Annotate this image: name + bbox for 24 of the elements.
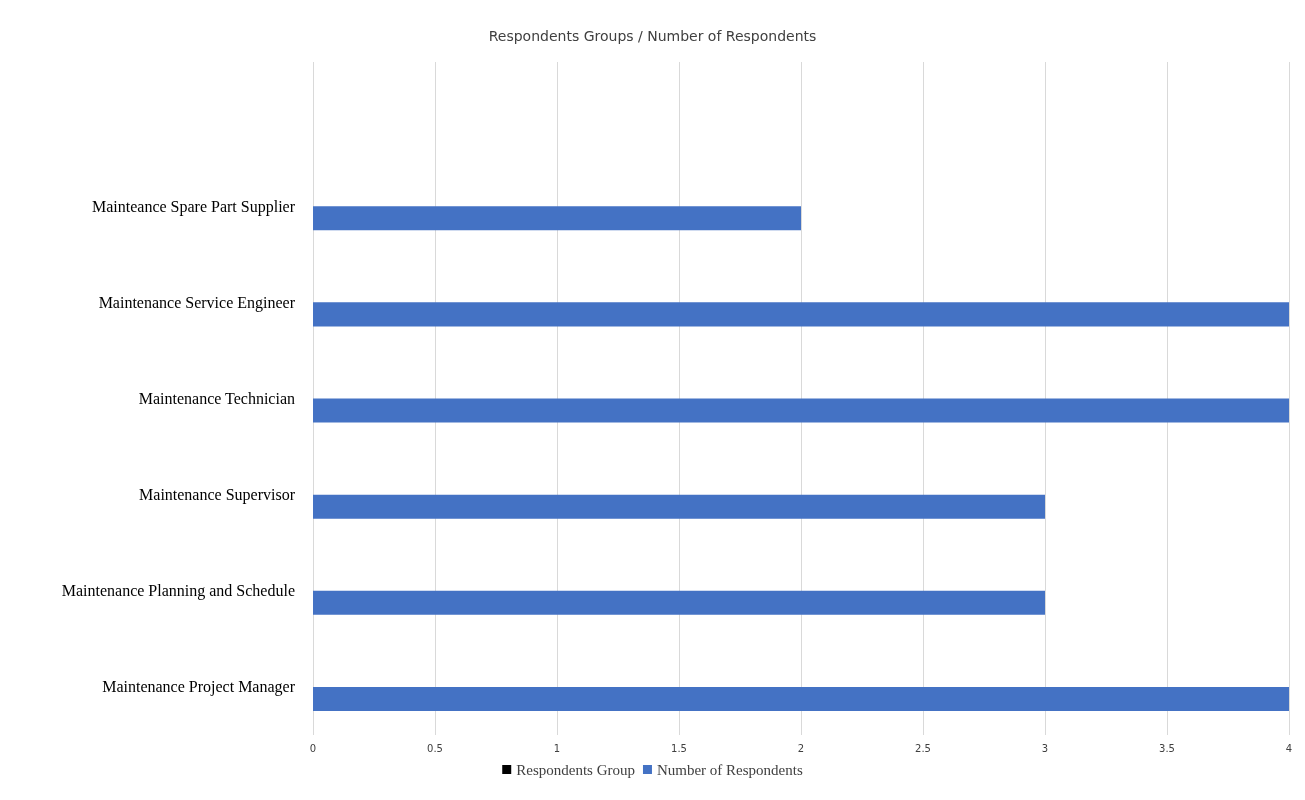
bar xyxy=(313,494,1045,519)
y-tick-label: Maintenance Planning and Schedule xyxy=(61,582,295,601)
x-tick-label: 4 xyxy=(1285,742,1293,754)
legend-label: Respondents Group xyxy=(516,761,635,778)
x-tick-label: 0 xyxy=(309,742,317,754)
bar xyxy=(313,206,801,231)
x-tick-label: 0.5 xyxy=(427,742,443,754)
x-tick-label: 2.5 xyxy=(915,742,931,754)
x-tick-label: 1.5 xyxy=(671,742,687,754)
bar xyxy=(313,398,1289,423)
y-tick-label: Mainteance Spare Part Supplier xyxy=(91,197,296,216)
x-tick-label: 1 xyxy=(553,742,561,754)
x-tick-label: 2 xyxy=(797,742,805,754)
y-tick-label: Maintenance Technician xyxy=(138,390,295,407)
y-tick-label: Maintenance Service Engineer xyxy=(98,293,296,312)
bar xyxy=(313,590,1045,615)
x-tick-label: 3 xyxy=(1041,742,1049,754)
legend-label: Number of Respondents xyxy=(656,761,803,778)
y-tick-label: Maintenance Supervisor xyxy=(139,486,296,505)
bar xyxy=(313,302,1289,327)
chart-title: Respondents Groups / Number of Respondents xyxy=(488,28,817,44)
x-tick-label: 3.5 xyxy=(1159,742,1175,754)
bar xyxy=(313,686,1289,711)
y-tick-label: Maintenance Project Manager xyxy=(102,678,296,697)
